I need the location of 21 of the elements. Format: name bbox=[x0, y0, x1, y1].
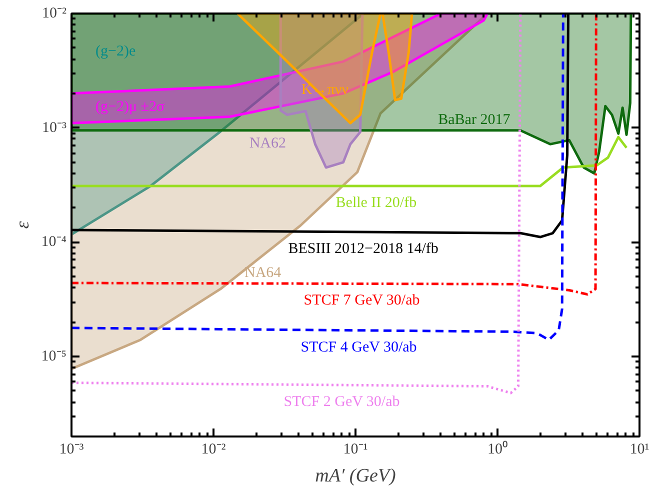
series-label: STCF 7 GeV 30/ab bbox=[304, 292, 420, 309]
y-tick-label: 10⁻³ bbox=[42, 120, 68, 136]
series-label: BaBar 2017 bbox=[438, 112, 511, 128]
series-label: (g−2)μ ±2σ bbox=[96, 99, 165, 116]
y-tick-label: 10⁻⁵ bbox=[41, 348, 67, 365]
series-label: STCF 4 GeV 30/ab bbox=[300, 339, 417, 356]
series-label: STCF 2 GeV 30/ab bbox=[284, 394, 400, 410]
series-label: NA62 bbox=[249, 136, 286, 152]
series-label: NA64 bbox=[244, 264, 282, 281]
x-tick-label: 10¹ bbox=[630, 442, 650, 458]
x-tick-label: 10⁻² bbox=[201, 442, 226, 458]
x-tick-label: 10⁻¹ bbox=[343, 442, 368, 458]
x-axis-title: mA′ (GeV) bbox=[315, 466, 396, 486]
y-axis-title: ε bbox=[12, 220, 34, 229]
x-tick-label: 10⁻³ bbox=[59, 442, 84, 458]
series-label: (g−2)e bbox=[96, 44, 136, 60]
x-tick-label: 10⁰ bbox=[488, 440, 508, 458]
y-tick-label: 10⁻⁴ bbox=[41, 234, 67, 250]
series-label: Belle II 20/fb bbox=[336, 195, 417, 212]
series-label: BESIII 2012−2018 14/fb bbox=[288, 241, 438, 258]
y-tick-label: 10⁻² bbox=[42, 6, 68, 22]
